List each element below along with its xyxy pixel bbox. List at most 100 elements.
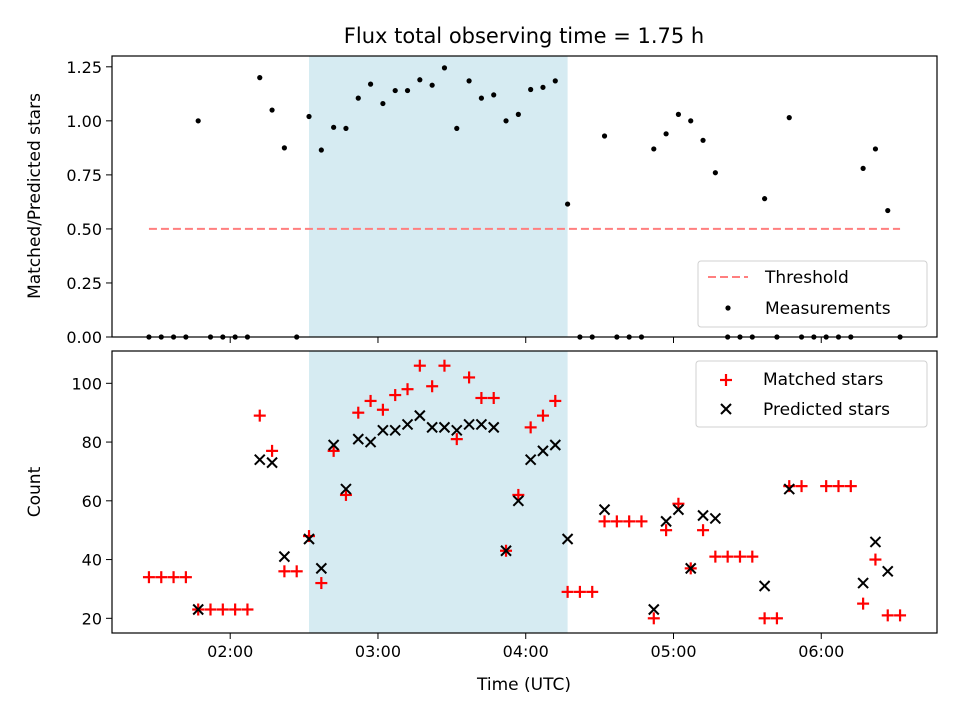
- matched-stars-point: [598, 515, 611, 528]
- x-tick-label: 06:00: [798, 642, 844, 661]
- matched-stars-point: [142, 571, 155, 584]
- measurement-point: [454, 125, 460, 132]
- bottom-y-tick-label: 80: [82, 433, 102, 452]
- top-legend: Threshold Measurements: [697, 260, 928, 328]
- matched-stars-point: [869, 553, 882, 566]
- bottom-y-axis-label: Count: [25, 466, 45, 517]
- matched-stars-point: [266, 444, 279, 457]
- measurement-point: [478, 95, 485, 101]
- matched-stars-point: [463, 371, 476, 384]
- measurement-point: [355, 95, 361, 101]
- measurement-point: [331, 124, 337, 130]
- matched-stars-point: [413, 359, 426, 372]
- bottom-axes-frame: [111, 350, 938, 634]
- predicted-stars-point: [512, 495, 525, 507]
- bottom-legend: Matched stars Predicted stars: [695, 360, 928, 428]
- measurement-point: [257, 75, 263, 81]
- matched-stars-point: [770, 612, 783, 625]
- matched-stars-point: [167, 571, 180, 584]
- matched-stars-point: [487, 392, 500, 404]
- predicted-stars-point: [254, 453, 266, 466]
- measurement-point: [860, 165, 866, 171]
- predicted-stars-point: [537, 445, 549, 457]
- matched-stars-point: [241, 603, 254, 616]
- matched-stars-point: [623, 515, 636, 528]
- bottom-y-tick-label: 20: [82, 609, 102, 628]
- predicted-stars-point: [882, 565, 894, 578]
- predicted-stars-point: [672, 503, 685, 516]
- measurement-point: [762, 196, 768, 202]
- measurement-point: [540, 84, 546, 90]
- top-ticks: 0.00 0.25 0.50 0.75 1.00 1.25: [66, 58, 822, 347]
- measurement-point: [195, 118, 201, 124]
- measurement-point: [651, 146, 657, 152]
- top-y-tick-label: 1.00: [66, 112, 102, 131]
- bottom-marks: [142, 359, 907, 625]
- predicted-stars-point: [315, 562, 328, 575]
- measurement-point: [281, 145, 287, 151]
- predicted-stars-point: [278, 550, 291, 563]
- measurement-point: [528, 86, 534, 93]
- matched-stars-point: [746, 550, 759, 563]
- predicted-stars-point: [327, 439, 340, 451]
- matched-stars-point: [894, 609, 907, 622]
- top-y-tick-label: 0.00: [66, 328, 102, 347]
- measurement-point: [552, 78, 558, 84]
- matched-stars-point: [721, 550, 734, 563]
- predicted-stars-point: [648, 603, 660, 616]
- top-y-tick-label: 1.25: [66, 58, 102, 77]
- measurement-point: [601, 133, 608, 139]
- predicted-stars-point: [685, 562, 697, 575]
- matched-stars-point: [327, 444, 340, 457]
- measurement-point: [515, 111, 521, 117]
- top-y-tick-label: 0.25: [66, 274, 102, 293]
- top-y-tick-label: 0.75: [66, 166, 102, 185]
- matched-stars-point: [832, 480, 845, 493]
- matched-stars-point: [672, 497, 685, 510]
- measurement-point: [367, 81, 374, 87]
- matched-stars-point: [204, 603, 217, 616]
- matched-stars-point: [315, 577, 328, 590]
- legend-measurements-label: Measurements: [765, 299, 891, 319]
- matched-stars-point: [697, 524, 710, 537]
- top-axes-frame: [111, 55, 938, 338]
- measurement-point: [688, 118, 694, 124]
- bottom-y-tick-label: 100: [71, 374, 102, 393]
- x-tick-label: 03:00: [355, 642, 401, 661]
- matched-stars-point: [450, 433, 463, 446]
- predicted-stars-point: [561, 533, 574, 545]
- predicted-stars-point: [475, 418, 488, 431]
- matched-stars-point: [881, 609, 894, 622]
- legend-predicted-swatch: [720, 403, 732, 415]
- predicted-stars-point: [598, 503, 611, 516]
- legend-measurements-swatch: [725, 305, 731, 311]
- predicted-stars-point: [463, 418, 475, 431]
- predicted-stars-point: [451, 424, 463, 437]
- measurement-point: [417, 77, 423, 83]
- matched-stars-point: [758, 612, 771, 625]
- measurement-point: [392, 87, 398, 94]
- measurement-point: [786, 115, 792, 121]
- predicted-stars-point: [389, 424, 401, 437]
- matched-stars-point: [339, 488, 352, 501]
- predicted-stars-point: [488, 421, 500, 434]
- top-legend-box: [697, 260, 928, 328]
- measurement-point: [306, 113, 312, 120]
- x-tick-label: 02:00: [207, 642, 253, 661]
- x-axis-label: Time (UTC): [476, 675, 571, 695]
- measurement-point: [700, 137, 706, 143]
- predicted-stars-point: [549, 439, 561, 451]
- legend-predicted-label: Predicted stars: [763, 400, 890, 420]
- predicted-stars-point: [364, 436, 377, 448]
- predicted-stars-point: [869, 536, 882, 548]
- bottom-ticks: 20 40 60 80 100 02:00 03:00 04:00 05:00 06:00: [71, 374, 844, 661]
- measurement-point: [343, 125, 349, 132]
- measurement-point: [675, 111, 682, 117]
- matched-stars-point: [475, 392, 488, 404]
- measurement-point: [872, 146, 879, 152]
- predicted-stars-point: [352, 433, 364, 445]
- predicted-stars-point: [857, 577, 869, 589]
- matched-stars-point: [561, 585, 574, 598]
- matched-stars-point: [733, 550, 746, 563]
- matched-stars-point: [426, 380, 439, 393]
